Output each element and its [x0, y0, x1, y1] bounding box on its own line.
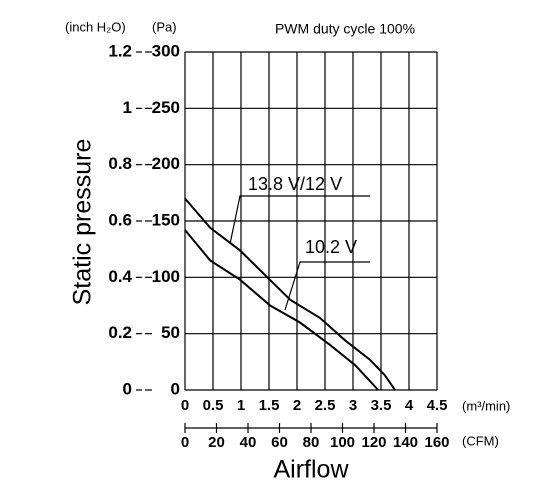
x2-tick-label: 0 [181, 434, 189, 451]
x2-unit: (CFM) [462, 433, 499, 448]
x-tick-label: 2.5 [315, 397, 336, 414]
y-tick-label: 50 [161, 323, 180, 342]
line-series [184, 229, 379, 391]
x-tick-label: 3 [349, 397, 357, 414]
x-tick-label: 3.5 [371, 397, 392, 414]
y-tick-label: 200 [152, 154, 180, 173]
y-tick-label: 250 [152, 98, 180, 117]
x-axis-title: Airflow [273, 456, 349, 484]
y-axis-title: Static pressure [69, 139, 97, 306]
y2-tick-label: 0 [123, 379, 132, 398]
leader-line [284, 261, 370, 311]
y-unit: (Pa) [152, 19, 177, 34]
y-tick-label: 100 [152, 267, 180, 286]
x2-tick-label: 120 [361, 434, 386, 451]
x2-tick-label: 140 [393, 434, 418, 451]
x2-tick-label: 40 [240, 434, 257, 451]
line-series [184, 197, 396, 391]
x-tick-label: 1.5 [259, 397, 280, 414]
y-tick-label: 0 [171, 379, 180, 398]
x2-tick-label: 20 [208, 434, 225, 451]
x-tick-label: 4.5 [427, 397, 448, 414]
y-tick-label: 150 [152, 210, 180, 229]
x2-tick-label: 160 [424, 434, 449, 451]
y2-tick-label: 0.4 [108, 267, 132, 286]
y2-tick-label: 0.2 [108, 323, 132, 342]
series-label: 13.8 V/12 V [248, 174, 342, 194]
x2-tick-label: 80 [303, 434, 320, 451]
x-tick-label: 0.5 [203, 397, 224, 414]
x2-tick-label: 100 [330, 434, 355, 451]
x-tick-label: 1 [237, 397, 245, 414]
x-tick-label: 2 [293, 397, 301, 414]
x-unit: (m³/min) [462, 398, 510, 413]
y2-tick-label: 1.2 [108, 41, 132, 60]
chart-title: PWM duty cycle 100% [275, 21, 415, 37]
x-tick-label: 0 [181, 397, 189, 414]
x-tick-label: 4 [405, 397, 414, 414]
y-tick-label: 300 [152, 41, 180, 60]
x2-tick-label: 60 [271, 434, 288, 451]
leader-line [229, 195, 370, 245]
y2-tick-label: 0.6 [108, 210, 132, 229]
y2-tick-label: 0.8 [108, 154, 132, 173]
series-label: 10.2 V [305, 237, 357, 257]
y2-tick-label: 1 [123, 98, 132, 117]
y2-unit: (inch H₂O) [65, 19, 126, 34]
